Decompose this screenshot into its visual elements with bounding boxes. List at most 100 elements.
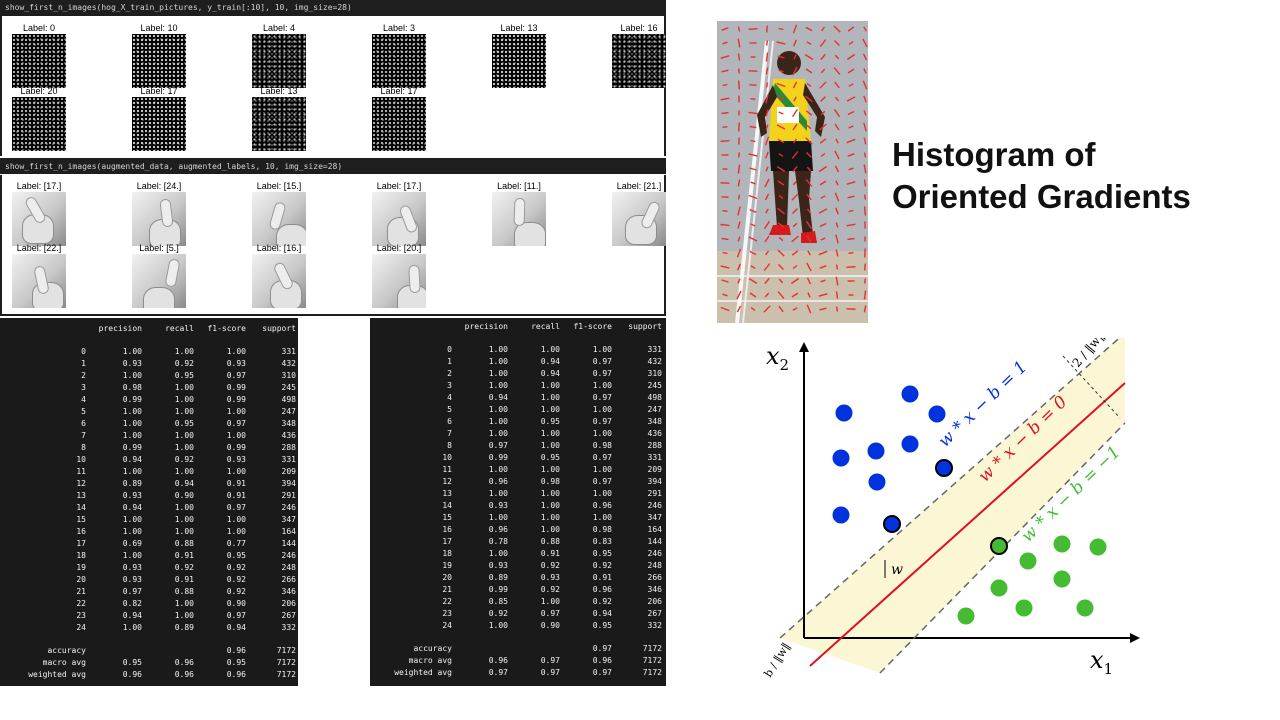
report-cell: 0.97 — [226, 371, 246, 380]
code-cell-augmented[interactable]: show_first_n_images(augmented_data, augm… — [0, 156, 666, 174]
hog-gradient-dash — [764, 193, 770, 201]
report-row: 3 0.98 1.00 0.99 245 — [4, 382, 296, 394]
report-summary-row: macro avg 0.95 0.96 0.95 7172 — [4, 657, 296, 669]
thumbnail-label: Label: [21.] — [616, 181, 662, 191]
report-cell: 0.94 — [540, 369, 560, 378]
hog-gradient-dash — [763, 305, 771, 313]
report-cell: weighted avg — [394, 668, 452, 677]
report-row: 24 1.00 0.89 0.94 332 — [4, 622, 296, 634]
report-row: 6 1.00 0.95 0.97 348 — [4, 418, 296, 430]
report-cell: 0.93 — [122, 491, 142, 500]
thumbnail-cell: Label: [15.] — [248, 181, 328, 246]
hog-gradient-dash — [792, 123, 798, 131]
hog-gradient-dash — [737, 236, 741, 242]
report-row: 10 0.99 0.95 0.97 331 — [370, 452, 662, 464]
thumbnail-cell: Label: [21.] — [608, 181, 688, 246]
report-cell: 1 — [81, 359, 86, 368]
report-cell — [508, 643, 560, 655]
report-cell: precision — [98, 324, 142, 333]
x1-axis-label: x1 — [1090, 646, 1113, 678]
report-row: 4 0.94 1.00 0.97 498 — [370, 392, 662, 404]
report-cell: 0.98 — [592, 525, 612, 534]
report-row: 21 0.99 0.92 0.96 346 — [370, 584, 662, 596]
report-row: 23 0.94 1.00 0.97 267 — [4, 610, 296, 622]
report-cell: 1.00 — [174, 431, 194, 440]
hog-feature-image — [132, 34, 186, 88]
report-row: 4 0.99 1.00 0.99 498 — [4, 394, 296, 406]
hog-feature-image — [252, 34, 306, 88]
report-cell: 0.94 — [122, 611, 142, 620]
hog-gradient-dash — [806, 193, 812, 201]
report-cell: 1.00 — [592, 405, 612, 414]
report-cell: 0.95 — [540, 417, 560, 426]
hog-gradient-dash — [777, 97, 785, 101]
report-row: 16 0.96 1.00 0.98 164 — [370, 524, 662, 536]
report-cell: 0.88 — [174, 539, 194, 548]
report-cell: 0.95 — [174, 419, 194, 428]
hog-gradient-dash — [764, 292, 770, 298]
hog-gradient-dash — [863, 137, 867, 145]
report-cell: support — [262, 324, 296, 333]
report-cell: 0.77 — [226, 539, 246, 548]
report-cell: 1.00 — [540, 513, 560, 522]
report-cell: 0 — [447, 345, 452, 354]
report-row: 20 0.89 0.93 0.91 266 — [370, 572, 662, 584]
class-b-point — [1053, 570, 1071, 588]
report-cell: 0.96 — [226, 646, 246, 655]
hog-gradient-dash — [777, 138, 785, 144]
report-row: 19 0.93 0.92 0.92 248 — [4, 562, 296, 574]
report-cell: 347 — [281, 515, 296, 524]
hog-gradient-dash — [806, 304, 812, 314]
hog-gradient-dash — [834, 150, 840, 160]
hog-gradient-dash — [748, 111, 758, 115]
thumbnail-cell: Label: [11.] — [488, 181, 568, 246]
report-cell: 16 — [442, 525, 452, 534]
hog-gradient-dash — [847, 195, 855, 199]
hog-gradient-dash — [792, 66, 798, 76]
report-cell: 246 — [281, 551, 296, 560]
report-cell: 0.88 — [540, 537, 560, 546]
hog-gradient-dash — [748, 28, 758, 30]
report-cell: 0.91 — [226, 491, 246, 500]
hog-gradient-dash — [863, 26, 867, 32]
hog-gradient-dash — [846, 53, 856, 61]
report-cell: 1.00 — [174, 515, 194, 524]
hog-gradient-dash — [722, 83, 728, 87]
report-cell: 0.99 — [226, 395, 246, 404]
hog-gradient-dash — [819, 138, 827, 144]
hog-gradient-dash — [833, 108, 841, 118]
report-cell: 13 — [442, 489, 452, 498]
hog-gradient-dash — [791, 250, 799, 256]
classification-report-hog: precision recall f1-score support 0 1.00 1.00 1… — [0, 318, 298, 686]
report-cell: 7172 — [642, 644, 662, 653]
report-row: 7 1.00 1.00 1.00 436 — [370, 428, 662, 440]
hog-gradient-dash — [764, 250, 770, 256]
report-row: 13 0.93 0.90 0.91 291 — [4, 490, 296, 502]
report-cell: 0.92 — [592, 561, 612, 570]
report-cell: 0.96 — [592, 501, 612, 510]
thumbnail-cell: Label: 0 — [8, 23, 88, 88]
hog-gradient-dash — [738, 152, 740, 158]
hog-gradient-dash — [834, 54, 840, 60]
code-cell-hog[interactable]: show_first_n_images(hog_X_train_pictures… — [0, 0, 666, 16]
hog-gradient-dash — [793, 39, 797, 47]
report-cell: 17 — [442, 537, 452, 546]
hog-gradient-dash — [778, 111, 784, 115]
hand-sign-image — [612, 192, 666, 246]
margin-band — [780, 338, 1125, 673]
hog-gradient-dash — [778, 69, 784, 73]
classification-report-augmented: precision recall f1-score support 0 1.00 1.00 1… — [370, 318, 666, 686]
thumbnail-label: Label: 13 — [260, 86, 298, 96]
hog-gradient-dash — [806, 41, 812, 45]
output-augmented-images: Label: [17.] Label: [24.] Label: [15.] Labe… — [0, 175, 666, 316]
hog-gradient-dash — [737, 179, 741, 187]
hog-gradient-dash — [818, 293, 828, 297]
hog-gradient-dash — [720, 140, 730, 142]
report-cell: 1.00 — [122, 431, 142, 440]
hog-gradient-dash — [764, 235, 770, 243]
report-cell: precision — [464, 322, 508, 331]
hog-title-line2: Oriented Gradients — [892, 178, 1191, 215]
report-cell: 2 — [447, 369, 452, 378]
hog-gradient-dash — [805, 179, 813, 187]
hog-gradient-dash — [764, 220, 770, 230]
